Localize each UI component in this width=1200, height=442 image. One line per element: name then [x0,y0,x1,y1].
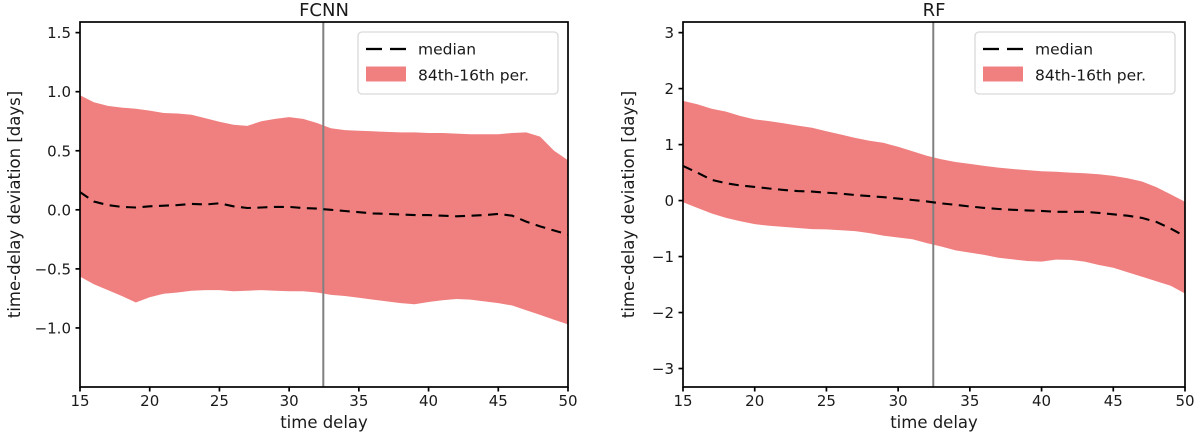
legend-median-label: median [1035,41,1093,59]
x-tick-label: 15 [673,392,692,410]
y-axis-label: time-delay deviation [days] [5,91,24,318]
x-tick-label: 45 [489,392,508,410]
x-tick-label: 45 [1104,392,1123,410]
legend-box [357,31,559,95]
x-tick-label: 40 [419,392,438,410]
y-tick-label: 1.5 [47,24,71,42]
legend-box [974,31,1176,95]
legend-band-patch [983,66,1023,82]
x-tick-label: 20 [745,392,764,410]
plot-title: FCNN [299,0,349,21]
legend-band-patch [366,66,406,82]
legend-median-label: median [418,41,476,59]
y-tick-label: −3 [652,360,674,378]
y-tick-label: 2 [664,80,674,98]
axes-frame [79,21,569,388]
x-tick-label: 20 [140,392,159,410]
legend-band-label: 84th-16th per. [418,67,529,85]
x-tick-label: 25 [210,392,229,410]
y-tick-label: 0 [664,192,674,210]
y-tick-label: 3 [664,24,674,42]
x-axis-label: time delay [280,413,368,432]
y-tick-label: 0.0 [47,201,71,219]
x-tick-label: 15 [70,392,89,410]
x-tick-label: 40 [1032,392,1051,410]
axes-frame [682,21,1186,388]
y-tick-label: −1.0 [35,319,71,337]
x-tick-label: 50 [558,392,577,410]
median-line [79,191,569,236]
y-tick-label: 0.5 [47,142,71,160]
x-axis-label: time delay [890,413,978,432]
x-tick-label: 35 [349,392,368,410]
y-axis-label: time-delay deviation [days] [619,91,638,318]
x-tick-label: 25 [817,392,836,410]
y-tick-label: 1 [664,136,674,154]
x-tick-label: 30 [280,392,299,410]
y-tick-label: −0.5 [35,260,71,278]
x-tick-label: 35 [960,392,979,410]
plot-title: RF [923,0,946,21]
median-line [682,164,1186,238]
rf-plot: 15 20 25 30 35 40 45 50 3 2 1 0 −1 −2 −3 RF time delay ti… [619,0,1195,432]
legend-band-label: 84th-16th per. [1035,67,1146,85]
x-tick-label: 50 [1175,392,1194,410]
y-tick-label: 1.0 [47,83,71,101]
fcnn-plot: 15 20 25 30 35 40 45 50 1.5 1.0 0.5 0.0 −0.5 −1.0 FCNN… [5,0,578,432]
y-tick-label: −2 [652,304,674,322]
y-tick-label: −1 [652,248,674,266]
x-tick-label: 30 [889,392,908,410]
